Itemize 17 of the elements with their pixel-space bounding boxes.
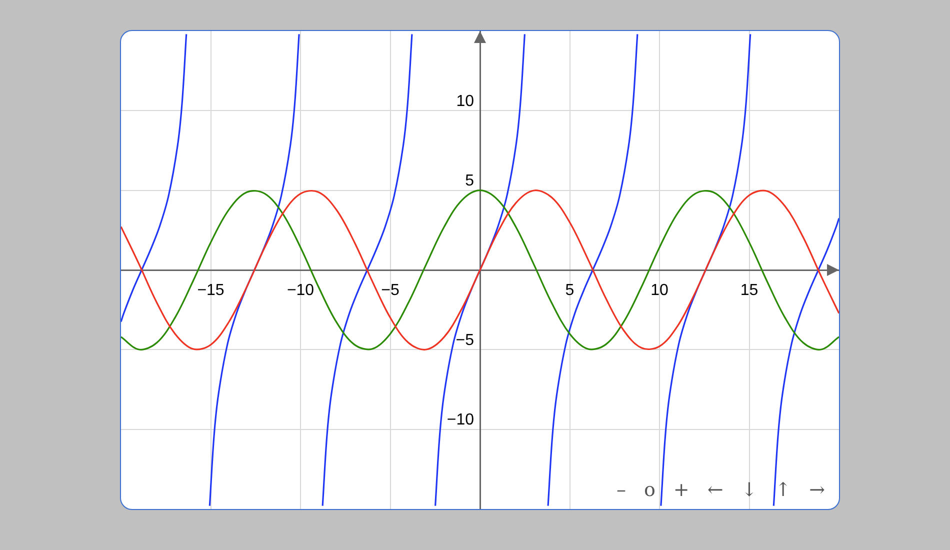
annotation: → [809,479,825,501]
x-tick-label: −15 [197,282,224,300]
x-tick-label: 5 [565,282,574,300]
annotation: ↓ [741,479,758,501]
annotation: – [616,479,626,501]
annotation: ↑ [775,479,792,501]
annotation: ← [707,479,724,501]
annotation: o [644,479,656,501]
annotation: + [673,479,690,501]
x-tick-label: −10 [286,282,314,300]
x-tick-label: 15 [740,282,758,300]
y-tick-label: −10 [446,412,474,429]
y-tick-label: 5 [465,172,474,190]
y-tick-label: 10 [456,93,474,110]
y-tick-label: −5 [456,332,474,350]
x-tick-label: 10 [650,282,668,300]
x-tick-label: −5 [381,282,400,300]
